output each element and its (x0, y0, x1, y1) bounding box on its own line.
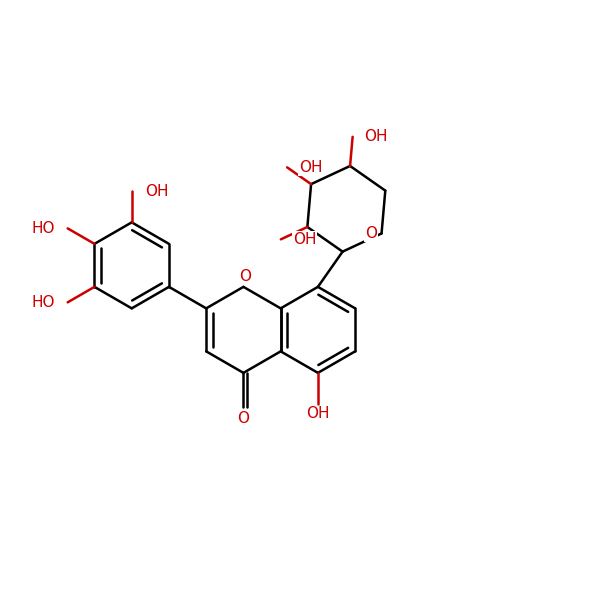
Text: O: O (239, 269, 251, 284)
Text: HO: HO (31, 295, 55, 310)
Text: OH: OH (145, 184, 169, 199)
Text: O: O (238, 410, 250, 425)
Text: OH: OH (299, 160, 323, 175)
Text: OH: OH (293, 232, 316, 247)
Text: OH: OH (365, 130, 388, 145)
Text: OH: OH (306, 406, 329, 421)
Text: O: O (365, 226, 377, 241)
Text: HO: HO (31, 221, 55, 236)
